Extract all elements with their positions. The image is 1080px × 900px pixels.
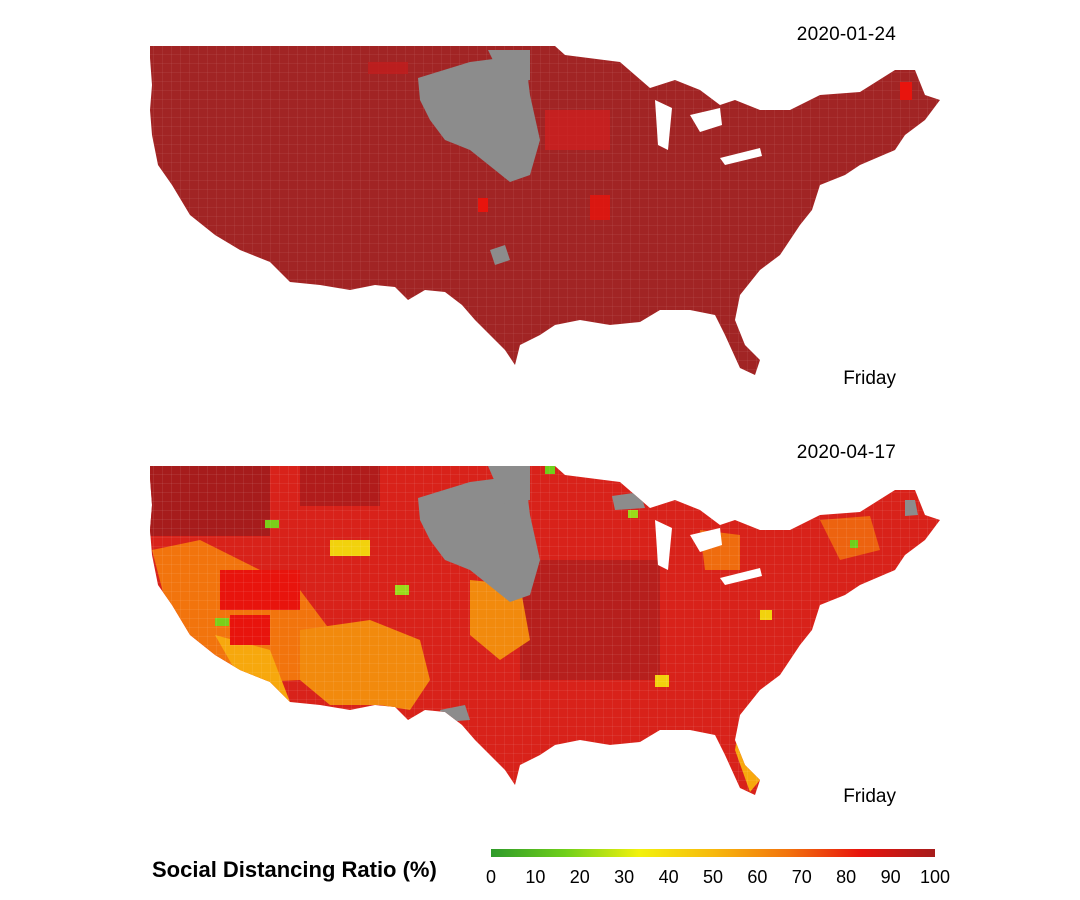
lake-huron xyxy=(690,108,722,132)
panel-date-label: 2020-04-17 xyxy=(796,442,896,463)
map-panel-top: 2020-01-24 Friday xyxy=(0,0,1080,410)
no-data-region xyxy=(418,55,540,182)
lake-michigan xyxy=(655,520,672,570)
lake-huron xyxy=(690,528,722,552)
lake-michigan xyxy=(655,100,672,150)
legend-title: Social Distancing Ratio (%) xyxy=(152,857,437,882)
legend-tick-label: 10 xyxy=(525,867,546,887)
legend-tick-label: 70 xyxy=(791,867,812,887)
no-data-region xyxy=(418,475,540,602)
lake-erie xyxy=(720,148,762,165)
legend-tick-label: 60 xyxy=(747,867,768,887)
panel-date-label: 2020-01-24 xyxy=(796,24,896,45)
legend-color-bar xyxy=(491,849,935,857)
us-county-map-january xyxy=(150,46,940,375)
panel-day-label: Friday xyxy=(843,368,896,389)
legend-tick-label: 40 xyxy=(658,867,679,887)
legend-tick-label: 80 xyxy=(836,867,857,887)
map-panel-bottom: 2020-04-17 Friday xyxy=(0,420,1080,820)
legend-tick-label: 50 xyxy=(702,867,724,887)
panel-day-label: Friday xyxy=(843,786,896,807)
us-county-map-april xyxy=(150,466,940,795)
legend-tick-label: 90 xyxy=(880,867,901,887)
legend-tick-label: 20 xyxy=(569,867,590,887)
lake-erie xyxy=(720,568,762,585)
legend-tick-label: 0 xyxy=(485,867,497,887)
legend-tick-label: 30 xyxy=(614,867,635,887)
legend-ticks: 0 10 20 30 40 50 60 70 80 90 100 xyxy=(486,863,950,893)
color-legend: Social Distancing Ratio (%) 0 10 20 30 40 50 6… xyxy=(0,835,1080,895)
legend-tick-label: 100 xyxy=(919,867,951,887)
